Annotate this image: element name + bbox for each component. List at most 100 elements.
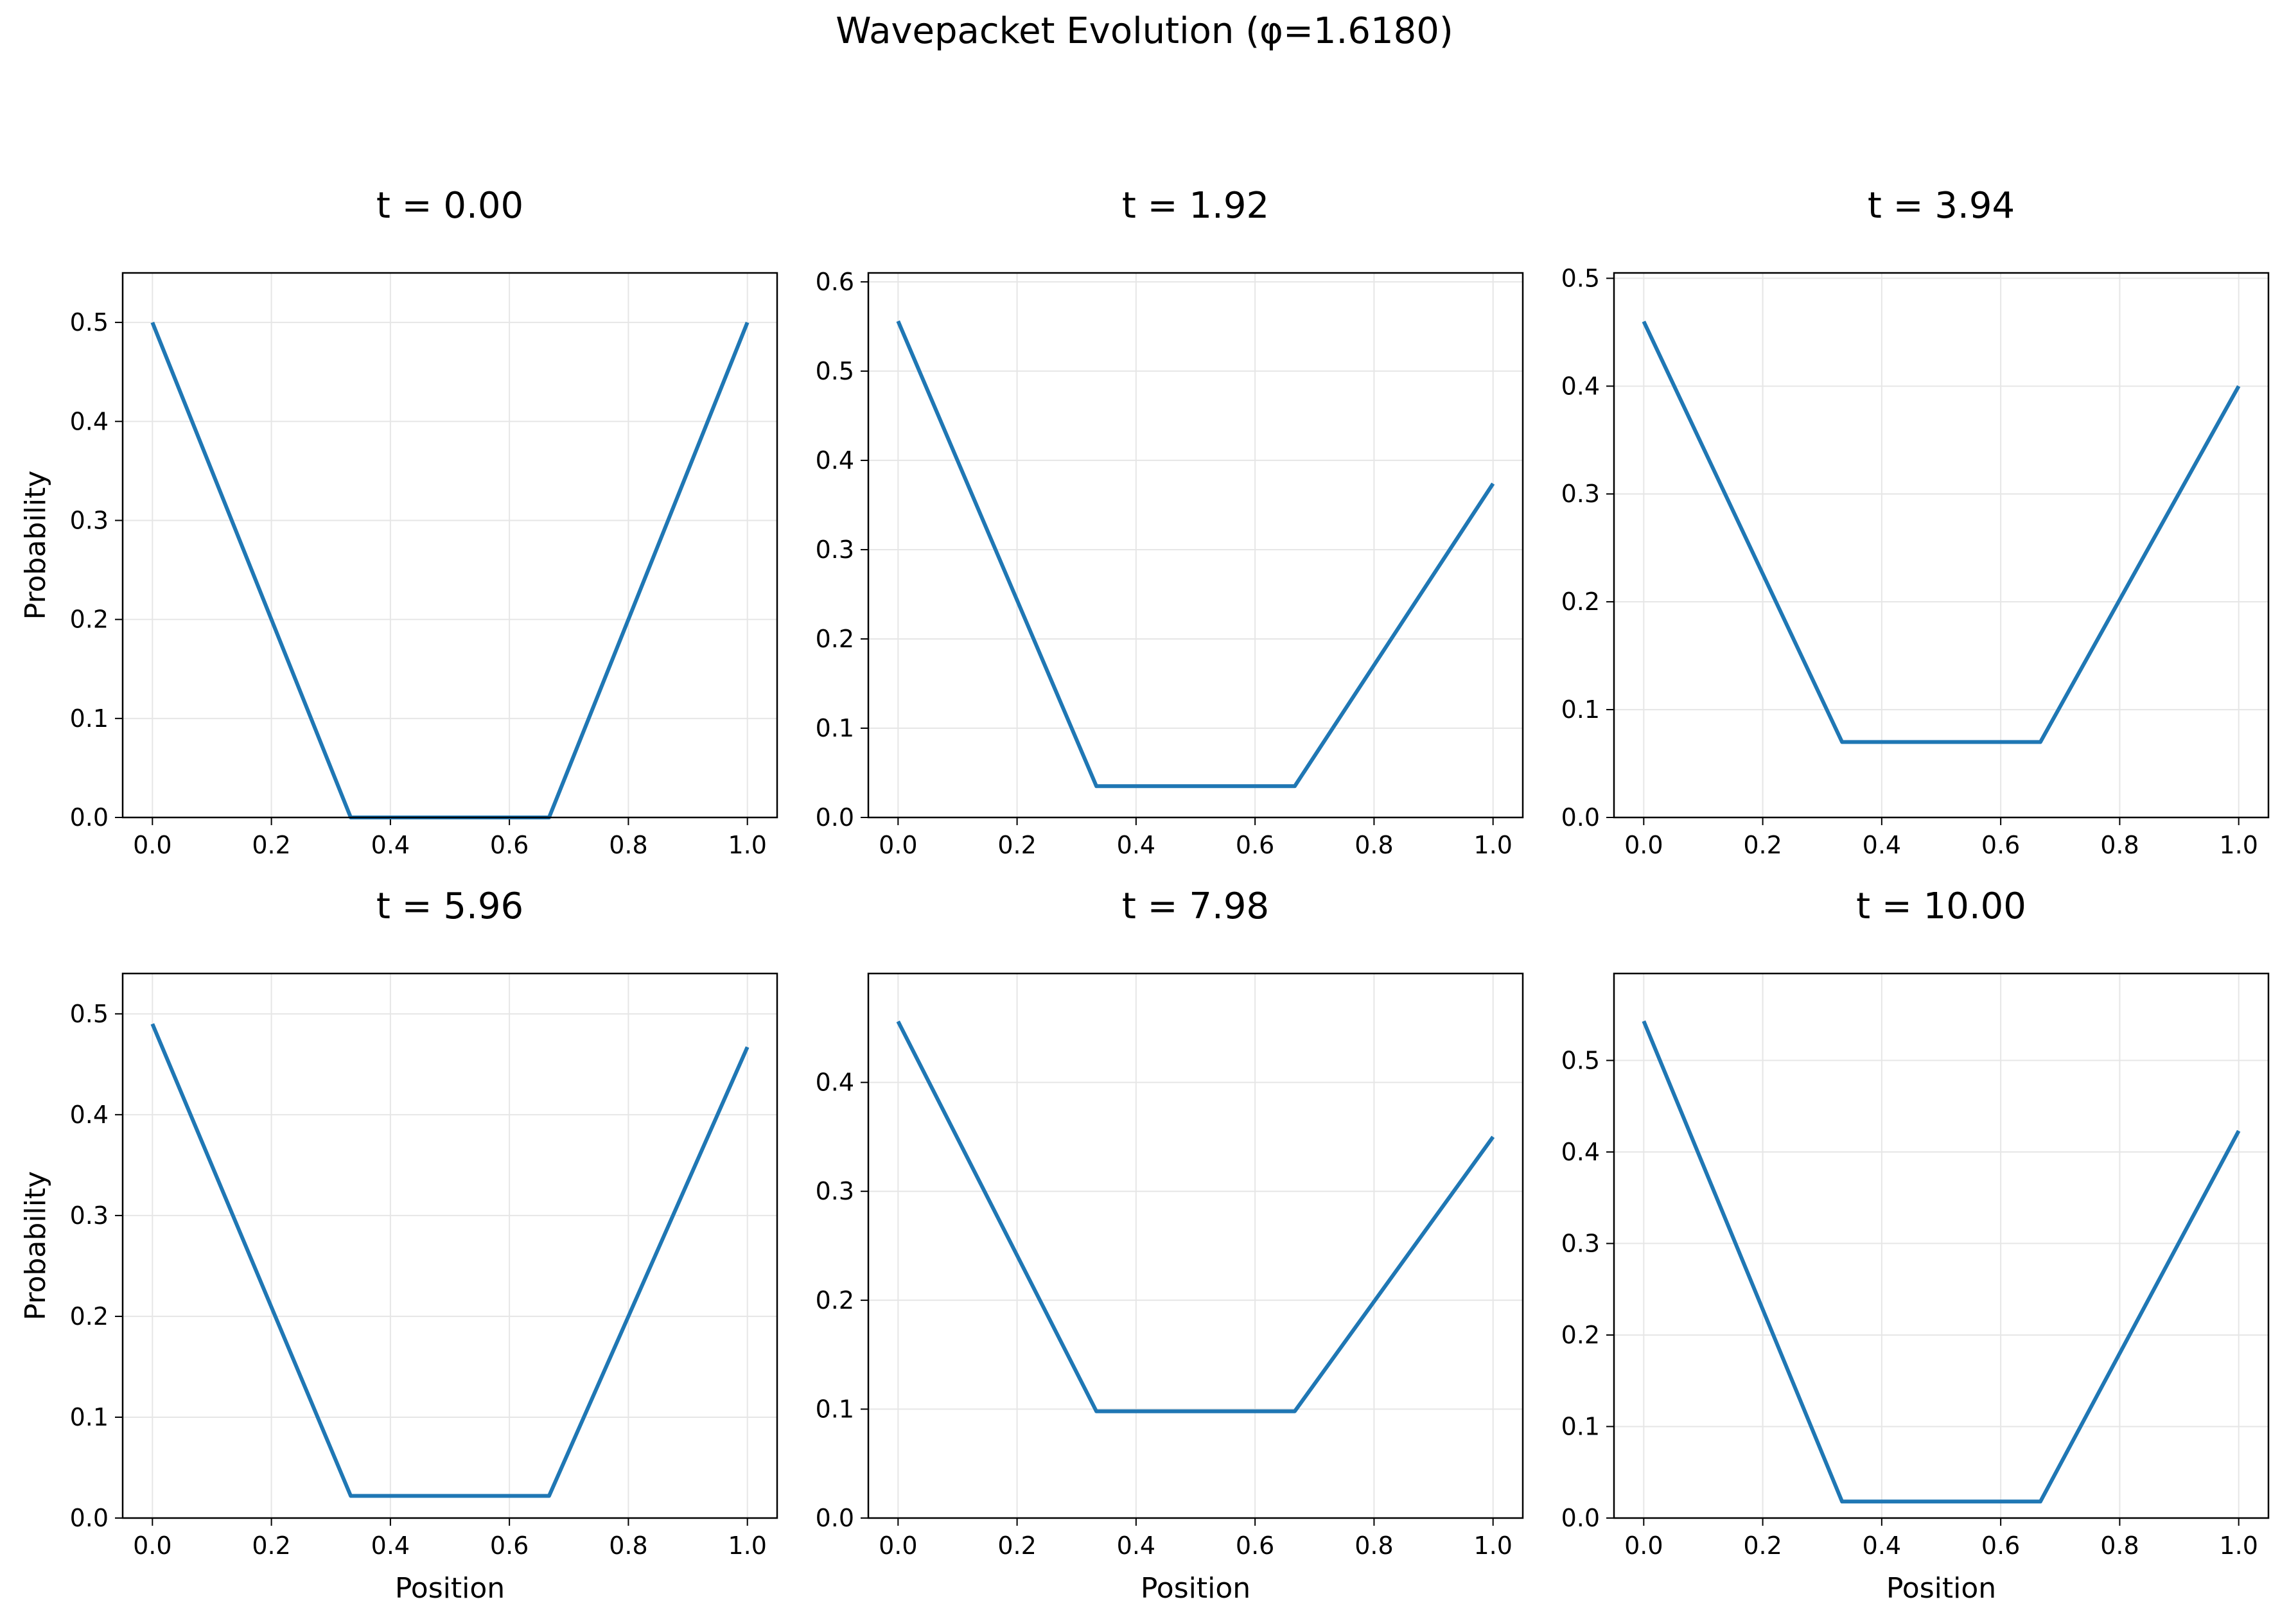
x-tick-label: 0.8 xyxy=(1355,831,1393,859)
x-tick-label: 1.0 xyxy=(1473,831,1512,859)
y-tick-label: 0.3 xyxy=(1561,1229,1600,1257)
x-tick-label: 0.0 xyxy=(879,1532,917,1560)
x-tick-label: 0.2 xyxy=(252,831,290,859)
probability-line xyxy=(150,1023,750,1498)
subplot-5: 0.0 0.2 0.4 0.6 0.8 1.0 0.0 0.1 0.2 0.3 0.4 t = 7.9… xyxy=(816,886,1524,1605)
probability-line xyxy=(150,321,750,819)
x-tick-label: 0.8 xyxy=(609,831,647,859)
y-tick-label: 0.1 xyxy=(816,1395,854,1423)
x-tick-label: 0.4 xyxy=(371,831,410,859)
y-tick-label: 0.4 xyxy=(70,1101,109,1129)
axes-frame xyxy=(121,272,778,819)
y-tick-label: 0.5 xyxy=(70,1000,109,1028)
y-tick-label: 0.4 xyxy=(816,1069,854,1097)
x-tick-label: 0.0 xyxy=(133,831,171,859)
x-tick-label: 0.0 xyxy=(133,1532,171,1560)
x-tick-label: 0.0 xyxy=(879,831,917,859)
y-tick-label: 0.2 xyxy=(70,606,109,634)
x-tick-label: 0.2 xyxy=(1743,831,1782,859)
x-tick-label: 0.8 xyxy=(609,1532,647,1560)
x-tick-label: 1.0 xyxy=(728,1532,766,1560)
subplot-title: t = 3.94 xyxy=(1868,185,2015,227)
y-tick-label: 0.1 xyxy=(70,1403,109,1431)
subplot-2: 0.0 0.2 0.4 0.6 0.8 1.0 0.0 0.1 0.2 0.3 0.4 0.5 0.6 t… xyxy=(816,185,1524,859)
subplot-title: t = 5.96 xyxy=(376,886,523,927)
probability-line xyxy=(1642,320,2241,744)
y-tick-label: 0.6 xyxy=(816,268,854,296)
x-tick-label: 0.2 xyxy=(252,1532,290,1560)
x-tick-label: 0.6 xyxy=(1236,831,1274,859)
x-tick-label: 0.6 xyxy=(490,1532,529,1560)
x-tick-label: 0.8 xyxy=(2100,831,2139,859)
y-tick-label: 0.1 xyxy=(70,704,109,733)
x-tick-label: 0.2 xyxy=(1743,1532,1782,1560)
x-tick-label: 0.2 xyxy=(997,1532,1036,1560)
y-tick-label: 0.1 xyxy=(1561,1412,1600,1440)
y-tick-label: 0.3 xyxy=(1561,480,1600,508)
y-tick-label: 0.0 xyxy=(1561,803,1600,832)
y-tick-label: 0.5 xyxy=(1561,264,1600,292)
y-tick-label: 0.2 xyxy=(816,1286,854,1314)
x-tick-label: 0.2 xyxy=(997,831,1036,859)
subplot-6: 0.0 0.2 0.4 0.6 0.8 1.0 0.0 0.1 0.2 0.3 0.4 0.5 t = … xyxy=(1561,886,2270,1605)
x-tick-label: 1.0 xyxy=(2219,1532,2258,1560)
subplot-3: 0.0 0.2 0.4 0.6 0.8 1.0 0.0 0.1 0.2 0.3 0.4 0.5 t = … xyxy=(1561,185,2270,859)
y-tick-label: 0.5 xyxy=(1561,1046,1600,1074)
y-tick-label: 0.3 xyxy=(70,506,109,534)
y-tick-label: 0.2 xyxy=(1561,1321,1600,1349)
figure-title: Wavepacket Evolution (φ=1.6180) xyxy=(836,10,1453,52)
y-tick-label: 0.4 xyxy=(1561,1138,1600,1166)
y-tick-label: 0.5 xyxy=(816,357,854,385)
y-tick-label: 0.0 xyxy=(70,803,109,832)
axes-frame xyxy=(121,972,778,1519)
x-tick-label: 0.8 xyxy=(2100,1532,2139,1560)
y-axis-label: Probability xyxy=(19,471,52,620)
y-tick-label: 0.1 xyxy=(816,714,854,742)
y-tick-label: 0.3 xyxy=(70,1201,109,1230)
y-tick-label: 0.4 xyxy=(1561,372,1600,400)
x-tick-label: 1.0 xyxy=(1473,1532,1512,1560)
x-axis-label: Position xyxy=(1886,1572,1996,1605)
y-tick-label: 0.3 xyxy=(816,536,854,564)
x-tick-label: 0.6 xyxy=(1236,1532,1274,1560)
x-tick-label: 0.4 xyxy=(371,1532,410,1560)
x-tick-label: 0.4 xyxy=(1117,1532,1155,1560)
x-tick-label: 0.6 xyxy=(1981,1532,2020,1560)
y-axis-label: Probability xyxy=(19,1171,52,1321)
axes-frame xyxy=(1613,972,2270,1519)
x-tick-label: 0.8 xyxy=(1355,1532,1393,1560)
probability-line xyxy=(896,1020,1495,1413)
subplot-title: t = 7.98 xyxy=(1122,886,1269,927)
y-tick-label: 0.4 xyxy=(816,446,854,475)
x-tick-label: 0.0 xyxy=(1624,1532,1663,1560)
subplot-title: t = 10.00 xyxy=(1856,886,2026,927)
x-tick-label: 0.0 xyxy=(1624,831,1663,859)
y-tick-label: 0.0 xyxy=(816,1504,854,1532)
axes-frame xyxy=(1613,272,2270,819)
subplot-4: 0.0 0.2 0.4 0.6 0.8 1.0 0.0 0.1 0.2 0.3 0.4 0.5 t = … xyxy=(19,886,778,1605)
y-tick-label: 0.2 xyxy=(70,1302,109,1331)
x-tick-label: 1.0 xyxy=(728,831,766,859)
probability-line xyxy=(896,320,1495,789)
y-tick-label: 0.0 xyxy=(816,803,854,832)
y-tick-label: 0.0 xyxy=(70,1504,109,1532)
y-tick-label: 0.2 xyxy=(816,625,854,653)
x-tick-label: 0.6 xyxy=(1981,831,2020,859)
y-tick-label: 0.5 xyxy=(70,308,109,336)
y-tick-label: 0.0 xyxy=(1561,1504,1600,1532)
x-tick-label: 0.4 xyxy=(1863,831,1901,859)
x-tick-label: 0.6 xyxy=(490,831,529,859)
axes-frame xyxy=(867,972,1524,1519)
y-tick-label: 0.2 xyxy=(1561,588,1600,616)
y-tick-label: 0.1 xyxy=(1561,695,1600,724)
y-tick-label: 0.3 xyxy=(816,1177,854,1205)
y-tick-label: 0.4 xyxy=(70,407,109,435)
subplot-title: t = 0.00 xyxy=(376,185,523,227)
x-tick-label: 1.0 xyxy=(2219,831,2258,859)
subplot-1: 0.0 0.2 0.4 0.6 0.8 1.0 0.0 0.1 0.2 0.3 0.4 0.5 t = … xyxy=(19,185,778,859)
axes-frame xyxy=(867,272,1524,819)
probability-line xyxy=(1642,1020,2241,1504)
x-tick-label: 0.4 xyxy=(1117,831,1155,859)
x-tick-label: 0.4 xyxy=(1863,1532,1901,1560)
